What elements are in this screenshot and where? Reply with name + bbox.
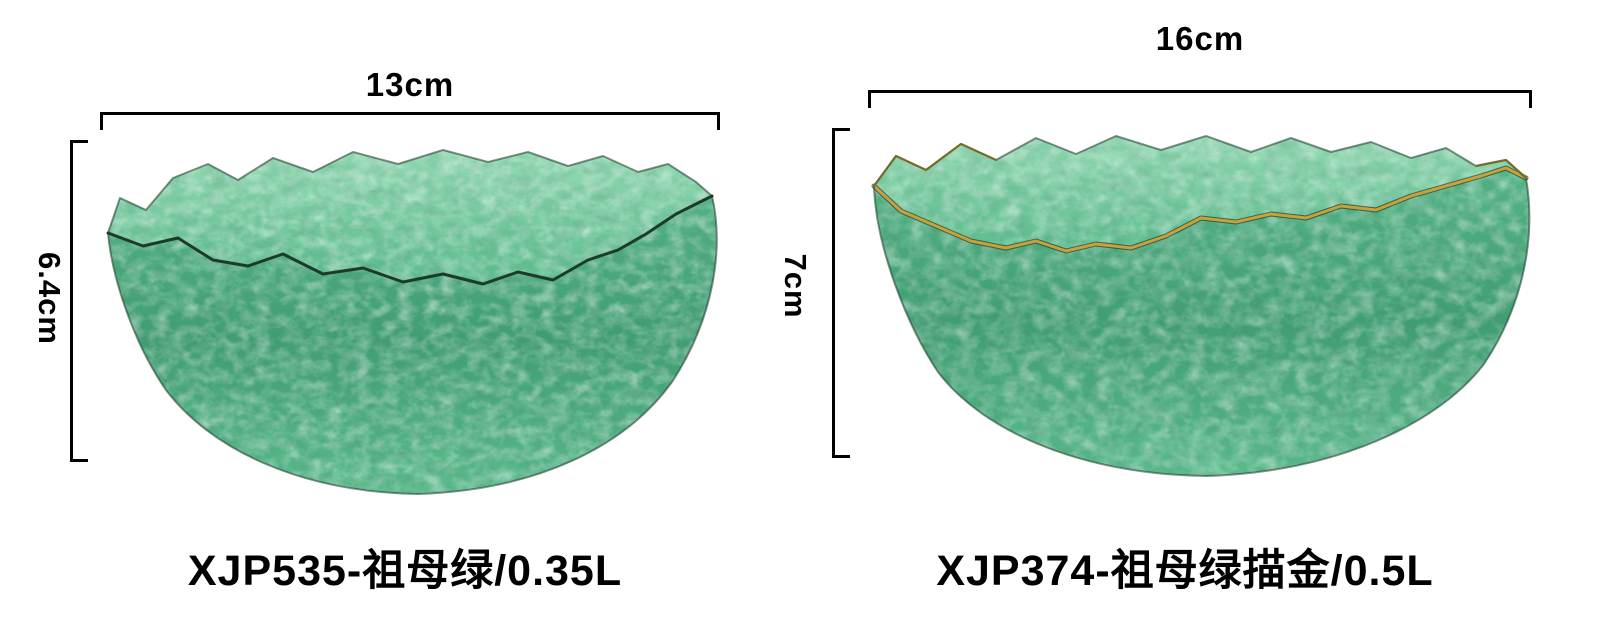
- height-dimension-label: 7cm: [778, 253, 813, 319]
- gold-rim-line: [872, 166, 1528, 253]
- width-dimension-label: 13cm: [365, 66, 455, 103]
- height-dimension-line: [70, 140, 88, 462]
- product-caption: XJP535-祖母绿/0.35L: [187, 547, 623, 595]
- height-dimension-label: 6.4cm: [32, 252, 67, 345]
- hammered-texture: [108, 150, 717, 494]
- bowl-photo-right: [871, 135, 1531, 477]
- bowl-outline: [873, 135, 1531, 477]
- hammered-texture: [874, 136, 1530, 476]
- width-dimension-label: 16cm: [1155, 20, 1245, 57]
- product-caption: XJP374-祖母绿描金/0.5L: [936, 547, 1434, 595]
- bowl-outline: [107, 149, 718, 495]
- height-dimension-line: [832, 128, 850, 458]
- width-dimension-line: [100, 112, 720, 130]
- bowl-photo-left: [106, 149, 718, 495]
- bowl-front-rim-line: [106, 194, 714, 286]
- width-dimension-line: [868, 90, 1532, 108]
